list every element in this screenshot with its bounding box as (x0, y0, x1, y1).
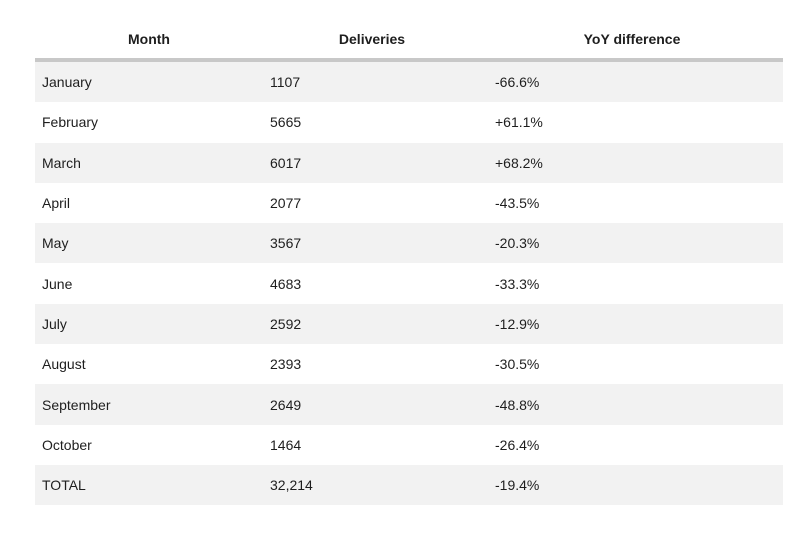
deliveries-cell: 2592 (270, 315, 302, 332)
table-row: January 1107 -66.6% (35, 62, 783, 103)
deliveries-cell: 5665 (270, 114, 302, 131)
header-month: Month (128, 31, 170, 47)
yoy-difference-cell: -12.9% (495, 315, 540, 332)
yoy-difference-cell: -30.5% (495, 356, 540, 373)
table-row: July 2592 -12.9% (35, 303, 783, 345)
header-deliveries: Deliveries (338, 31, 406, 47)
month-cell: February (42, 114, 99, 131)
table-row: October 1464 -26.4% (35, 425, 783, 465)
yoy-difference-cell: -33.3% (495, 275, 540, 292)
table-row: September 2649 -48.8% (35, 384, 783, 425)
deliveries-cell: 4683 (270, 275, 302, 292)
month-cell: June (42, 275, 73, 292)
month-cell: September (42, 396, 111, 413)
month-cell: April (42, 195, 71, 212)
deliveries-cell: 1464 (270, 436, 302, 453)
yoy-difference-cell: -20.3% (495, 235, 540, 252)
table-row: March 6017 +68.2% (35, 142, 783, 183)
yoy-difference-cell: -48.8% (495, 396, 540, 413)
month-cell: May (42, 235, 69, 252)
header-yoy-difference: YoY difference (583, 31, 681, 47)
table-row: June 4683 -33.3% (35, 263, 783, 303)
deliveries-cell: 2649 (270, 396, 302, 413)
yoy-difference-cell: -19.4% (495, 477, 540, 494)
month-cell: January (42, 74, 92, 91)
month-cell: August (42, 356, 86, 373)
deliveries-cell: 2077 (270, 195, 302, 212)
deliveries-cell: 6017 (270, 154, 302, 171)
table-row: May 3567 -20.3% (35, 223, 783, 264)
deliveries-cell: 1107 (270, 74, 301, 91)
month-cell: July (42, 315, 67, 332)
table-row: August 2393 -30.5% (35, 344, 783, 384)
month-cell: TOTAL (42, 477, 86, 494)
deliveries-cell: 32,214 (270, 477, 313, 494)
table-body: January 1107 -66.6% February 5665 +61.1% March… (35, 62, 783, 506)
table-row: TOTAL 32,214 -19.4% (35, 464, 783, 506)
yoy-difference-cell: +68.2% (495, 154, 543, 171)
yoy-difference-cell: -43.5% (495, 195, 540, 212)
month-cell: March (42, 154, 81, 171)
month-cell: October (42, 436, 92, 453)
yoy-difference-cell: -26.4% (495, 436, 540, 453)
deliveries-table: Month Deliveries YoY difference January 1… (35, 20, 783, 506)
deliveries-cell: 3567 (270, 235, 302, 252)
yoy-difference-cell: -66.6% (495, 74, 540, 91)
table-row: February 5665 +61.1% (35, 102, 783, 142)
yoy-difference-cell: +61.1% (495, 114, 543, 131)
table-row: April 2077 -43.5% (35, 183, 783, 223)
table-header: Month Deliveries YoY difference (35, 20, 783, 62)
deliveries-cell: 2393 (270, 356, 302, 373)
